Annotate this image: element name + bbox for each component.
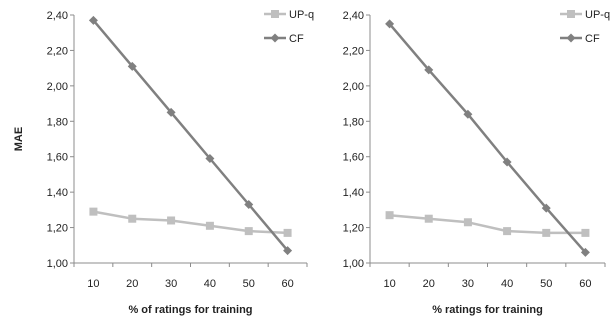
x-tick-label: 40 (204, 278, 216, 290)
series-line (388, 23, 587, 254)
data-point (167, 216, 176, 225)
y-tick-label: 2,40 (343, 10, 364, 22)
data-point (424, 214, 433, 223)
data-point (424, 65, 434, 75)
series-line (93, 210, 288, 235)
x-tick-label: 30 (462, 278, 474, 290)
x-tick-label: 10 (383, 278, 395, 290)
data-point (542, 228, 551, 237)
data-point (283, 246, 293, 256)
y-axis-title: MAE (13, 127, 25, 151)
x-tick-label: 60 (579, 278, 591, 290)
data-point (502, 157, 512, 167)
y-tick-label: 1,00 (343, 258, 364, 270)
y-tick-label: 2,20 (343, 45, 364, 57)
x-tick-label: 60 (281, 278, 293, 290)
legend-item: UP-q (560, 9, 610, 21)
series-up-q (89, 207, 292, 237)
data-point (89, 207, 98, 216)
series-up-q (385, 211, 590, 237)
data-point (581, 228, 590, 237)
data-point (205, 153, 215, 163)
x-axis-title: % of ratings for training (128, 304, 252, 316)
legend-label: UP-q (585, 9, 610, 21)
series-cf (88, 15, 293, 256)
x-tick-label: 50 (243, 278, 255, 290)
y-tick-label: 1,00 (47, 258, 68, 270)
y-tick-label: 1,20 (343, 223, 364, 235)
legend-item: CF (560, 33, 600, 45)
y-tick-label: 2,20 (47, 45, 68, 57)
chart-panel-2: 1,00 1,20 1,40 1,60 1,80 2,00 2,20 2,40 10 20 30 40… (343, 9, 610, 316)
legend-marker (270, 33, 280, 43)
series-line (389, 213, 586, 235)
y-tick-label: 1,40 (47, 187, 68, 199)
x-tick-label: 20 (126, 278, 138, 290)
data-point (166, 107, 176, 117)
data-point (385, 19, 395, 29)
legend-label: CF (289, 33, 304, 45)
data-point (503, 227, 512, 236)
legend-label: UP-q (289, 9, 314, 21)
series-line (92, 19, 289, 252)
data-point (580, 247, 590, 257)
y-tick-label: 1,20 (47, 223, 68, 235)
data-point (541, 203, 551, 213)
legend-marker (271, 10, 279, 18)
y-tick-label: 2,00 (343, 81, 364, 93)
data-point (283, 228, 292, 237)
y-tick-label: 2,40 (47, 10, 68, 22)
data-point (205, 221, 214, 230)
series-cf (385, 19, 590, 257)
x-tick-label: 10 (87, 278, 99, 290)
y-tick-label: 1,80 (343, 116, 364, 128)
x-tick-label: 50 (540, 278, 552, 290)
legend-marker (566, 33, 576, 43)
chart-panel-1: 1,00 1,20 1,40 1,60 1,80 2,00 2,20 2,40 10 20 30 40… (13, 9, 314, 316)
legend-item: CF (264, 33, 304, 45)
data-point (128, 214, 137, 223)
data-point (244, 200, 254, 210)
data-point (463, 109, 473, 119)
y-tick-label: 1,60 (343, 152, 364, 164)
y-tick-label: 1,60 (47, 152, 68, 164)
data-point (463, 218, 472, 227)
data-point (385, 211, 394, 220)
y-tick-label: 1,40 (343, 187, 364, 199)
data-point (244, 227, 253, 236)
legend-marker (567, 10, 575, 18)
y-tick-label: 1,80 (47, 116, 68, 128)
x-tick-label: 40 (501, 278, 513, 290)
x-axis-title: % ratings for training (432, 304, 543, 316)
x-tick-label: 20 (423, 278, 435, 290)
legend-item: UP-q (264, 9, 314, 21)
x-tick-label: 30 (165, 278, 177, 290)
data-point (127, 61, 137, 71)
legend-label: CF (585, 33, 600, 45)
y-tick-label: 2,00 (47, 81, 68, 93)
data-point (88, 15, 98, 25)
